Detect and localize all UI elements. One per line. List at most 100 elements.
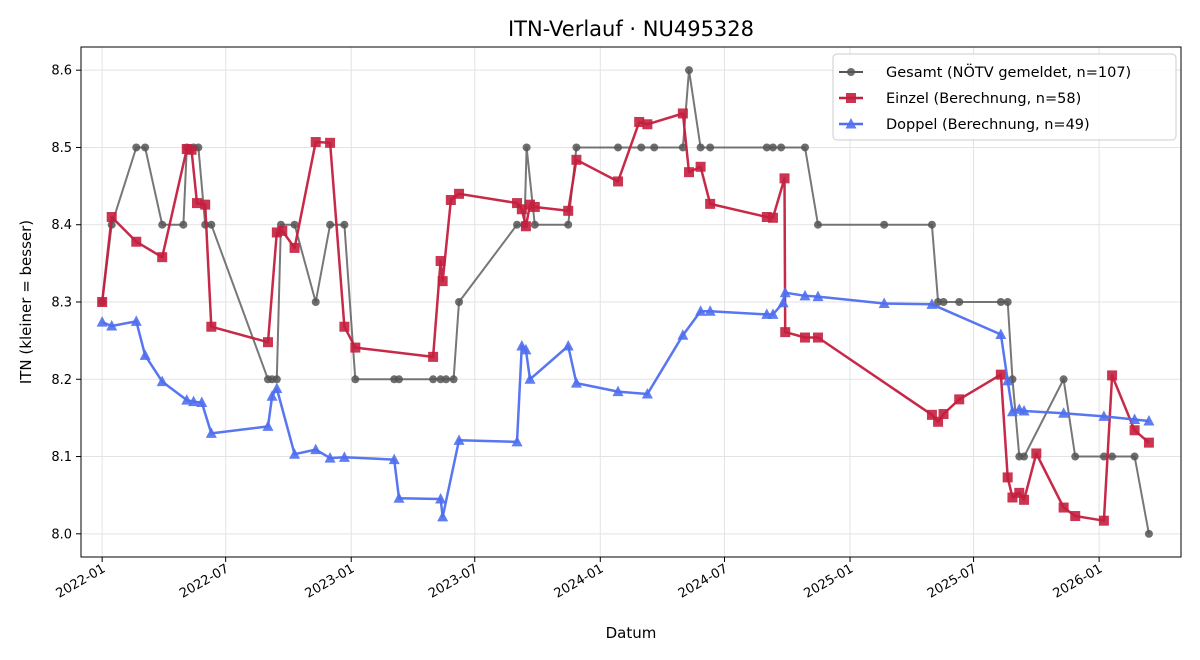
data-point-gesamt xyxy=(513,220,522,229)
data-point-gesamt xyxy=(132,143,141,152)
legend: Gesamt (NÖTV gemeldet, n=107) Einzel (Ber… xyxy=(832,53,1177,141)
data-point-gesamt xyxy=(1020,452,1029,461)
data-point-einzel xyxy=(192,198,203,209)
data-point-doppel xyxy=(1098,410,1110,421)
series-line-doppel xyxy=(101,291,1150,519)
data-point-gesamt xyxy=(311,298,320,306)
data-point-gesamt xyxy=(179,220,188,229)
data-point-einzel xyxy=(445,195,456,205)
data-point-gesamt xyxy=(696,143,705,152)
data-point-einzel xyxy=(277,225,288,236)
data-point-einzel xyxy=(800,332,811,343)
x-tick-label: 2023-01 xyxy=(303,561,358,601)
data-point-gesamt xyxy=(272,375,281,384)
data-point-einzel xyxy=(206,321,217,332)
data-point-gesamt xyxy=(1071,452,1080,461)
data-point-gesamt xyxy=(880,220,889,229)
data-point-einzel xyxy=(1129,425,1140,436)
data-point-einzel xyxy=(529,201,540,212)
x-axis-ticks: 2022-01 2022-07 2023-01 2023-07 2024-01 2024-… xyxy=(54,557,1106,602)
y-tick-label: 8.5 xyxy=(51,141,72,156)
data-point-gesamt xyxy=(449,375,458,384)
series-line-einzel xyxy=(100,112,1150,522)
data-point-einzel xyxy=(938,409,949,420)
x-tick-label: 2026-01 xyxy=(1051,561,1106,601)
data-point-gesamt xyxy=(1099,452,1108,461)
data-point-einzel xyxy=(571,154,582,165)
data-point-doppel xyxy=(1018,404,1030,416)
data-point-doppel xyxy=(130,315,142,326)
data-point-doppel xyxy=(704,305,716,316)
chart-title: ITN-Verlauf · NU495328 xyxy=(508,17,754,41)
data-point-einzel xyxy=(516,204,527,215)
y-axis-label: ITN (kleiner = besser) xyxy=(17,220,35,384)
data-point-doppel xyxy=(570,377,582,388)
data-point-doppel xyxy=(1143,415,1155,426)
series-doppel xyxy=(96,286,1155,522)
data-point-gesamt xyxy=(777,143,786,152)
data-point-einzel xyxy=(563,205,574,216)
legend-label-einzel: Einzel (Berechnung, n=58) xyxy=(886,91,1081,107)
data-point-einzel xyxy=(677,108,688,119)
x-tick-label: 2022-01 xyxy=(54,561,109,601)
data-point-gesamt xyxy=(429,375,438,384)
data-point-einzel xyxy=(1031,448,1042,459)
data-point-gesamt xyxy=(1144,529,1153,538)
data-point-gesamt xyxy=(996,298,1005,306)
data-point-einzel xyxy=(428,351,439,362)
data-point-gesamt xyxy=(678,143,687,152)
data-point-doppel xyxy=(388,453,400,465)
data-point-doppel xyxy=(1058,407,1070,418)
x-tick-label: 2024-01 xyxy=(552,561,607,601)
data-point-doppel xyxy=(106,319,118,331)
y-tick-label: 8.0 xyxy=(51,527,72,542)
data-point-doppel xyxy=(511,435,523,447)
data-point-einzel xyxy=(325,137,336,148)
data-point-gesamt xyxy=(522,143,531,152)
data-point-doppel xyxy=(1129,413,1141,424)
data-point-doppel xyxy=(324,452,336,463)
data-point-einzel xyxy=(262,337,273,348)
data-point-doppel xyxy=(520,343,532,355)
data-point-einzel xyxy=(271,227,282,238)
y-tick-label: 8.3 xyxy=(51,296,72,311)
data-point-gesamt xyxy=(1003,298,1012,306)
series-einzel xyxy=(97,108,1154,526)
y-axis-ticks: 8.0 8.1 8.2 8.3 8.4 8.5 8.6 xyxy=(51,64,81,542)
y-tick-label: 8.4 xyxy=(51,218,72,233)
data-point-einzel xyxy=(339,321,350,332)
data-point-gesamt xyxy=(1059,375,1068,384)
data-point-einzel xyxy=(1070,511,1081,522)
data-point-gesamt xyxy=(290,220,299,229)
data-point-einzel xyxy=(705,198,716,209)
legend-marker-einzel xyxy=(846,93,856,103)
legend-marker-gesamt xyxy=(847,68,855,76)
x-axis-label: Datum xyxy=(606,624,657,642)
data-point-gesamt xyxy=(955,298,964,306)
data-point-gesamt xyxy=(768,143,777,152)
data-point-doppel xyxy=(266,390,278,401)
data-point-gesamt xyxy=(939,298,948,306)
y-tick-label: 8.2 xyxy=(51,373,72,388)
data-point-doppel xyxy=(695,305,707,316)
data-point-doppel xyxy=(435,493,447,504)
legend-marker-doppel xyxy=(845,118,857,129)
data-point-gesamt xyxy=(326,220,335,229)
data-point-einzel xyxy=(684,167,695,178)
data-point-gesamt xyxy=(1130,452,1139,461)
data-point-gesamt xyxy=(614,143,623,152)
data-point-doppel xyxy=(393,492,405,503)
data-point-einzel xyxy=(1143,437,1154,448)
x-tick-label: 2025-01 xyxy=(801,561,856,601)
data-point-doppel xyxy=(310,443,322,455)
y-tick-label: 8.6 xyxy=(51,64,72,79)
data-point-gesamt xyxy=(351,375,360,384)
data-point-gesamt xyxy=(762,143,771,152)
legend-box xyxy=(832,53,1177,141)
data-point-einzel xyxy=(761,212,772,222)
data-point-doppel xyxy=(271,382,283,394)
data-point-doppel xyxy=(196,396,208,407)
data-point-einzel xyxy=(200,199,211,210)
data-point-doppel xyxy=(524,373,536,384)
